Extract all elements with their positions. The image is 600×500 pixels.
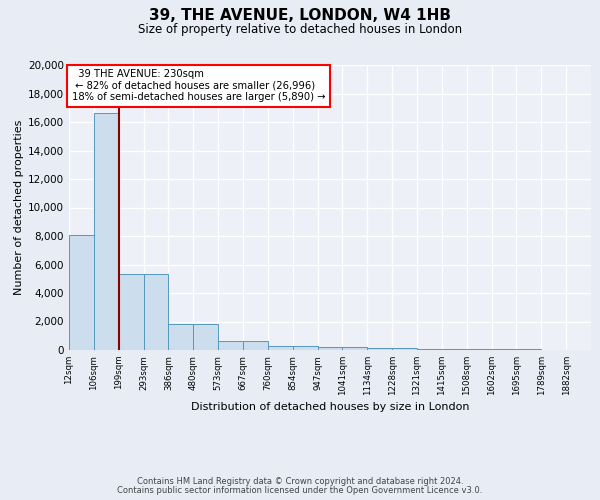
Bar bbox=[392, 348, 417, 350]
X-axis label: Distribution of detached houses by size in London: Distribution of detached houses by size … bbox=[191, 402, 469, 412]
Bar bbox=[442, 349, 467, 350]
Text: Contains public sector information licensed under the Open Government Licence v3: Contains public sector information licen… bbox=[118, 486, 482, 495]
Bar bbox=[467, 349, 491, 350]
Text: 39 THE AVENUE: 230sqm  
 ← 82% of detached houses are smaller (26,996)
18% of se: 39 THE AVENUE: 230sqm ← 82% of detached … bbox=[71, 70, 325, 102]
Bar bbox=[293, 346, 317, 350]
Bar bbox=[218, 340, 243, 350]
Bar bbox=[317, 348, 343, 350]
Bar bbox=[119, 274, 143, 350]
Bar bbox=[169, 324, 193, 350]
Bar bbox=[143, 274, 169, 350]
Bar bbox=[243, 340, 268, 350]
Bar bbox=[268, 346, 293, 350]
Bar bbox=[343, 348, 367, 350]
Text: 39, THE AVENUE, LONDON, W4 1HB: 39, THE AVENUE, LONDON, W4 1HB bbox=[149, 8, 451, 22]
Text: Size of property relative to detached houses in London: Size of property relative to detached ho… bbox=[138, 22, 462, 36]
Bar bbox=[417, 349, 442, 350]
Bar bbox=[69, 234, 94, 350]
Bar bbox=[94, 114, 119, 350]
Y-axis label: Number of detached properties: Number of detached properties bbox=[14, 120, 24, 295]
Text: Contains HM Land Registry data © Crown copyright and database right 2024.: Contains HM Land Registry data © Crown c… bbox=[137, 477, 463, 486]
Bar bbox=[193, 324, 218, 350]
Bar bbox=[367, 348, 392, 350]
